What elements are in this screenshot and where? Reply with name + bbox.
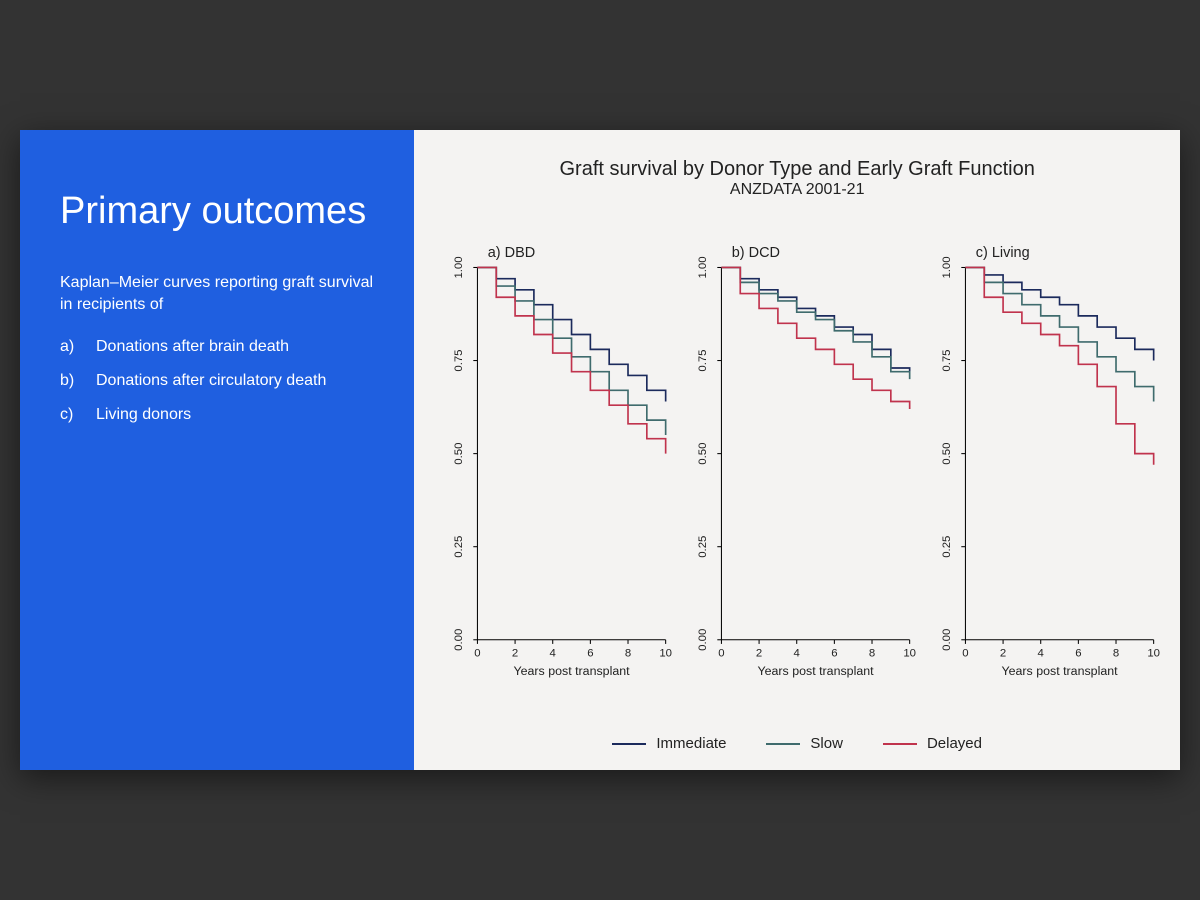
sidebar-item-marker: b) (60, 372, 78, 390)
svg-text:2: 2 (756, 647, 762, 659)
svg-text:1.00: 1.00 (697, 256, 709, 278)
svg-text:2: 2 (1000, 647, 1006, 659)
sidebar-item-a: a) Donations after brain death (60, 338, 378, 356)
svg-text:Years post transplant: Years post transplant (514, 664, 631, 678)
legend-item-slow: Slow (766, 735, 843, 752)
svg-text:0: 0 (475, 647, 481, 659)
legend-swatch-icon (883, 743, 917, 745)
svg-text:10: 10 (660, 647, 673, 659)
svg-text:0.00: 0.00 (941, 629, 953, 651)
svg-text:0.00: 0.00 (697, 629, 709, 651)
panel-dcd: b) DCD 0.00 0.25 0.50 0.75 1.00 0 2 4 6 8 10 Years p… (678, 205, 916, 725)
svg-text:6: 6 (1075, 647, 1081, 659)
svg-text:Years post transplant: Years post transplant (1002, 664, 1119, 678)
svg-text:0: 0 (719, 647, 725, 659)
svg-text:0.25: 0.25 (453, 536, 465, 558)
svg-text:0.50: 0.50 (941, 443, 953, 465)
svg-text:0.50: 0.50 (697, 443, 709, 465)
legend-label: Slow (810, 735, 843, 752)
svg-text:0.25: 0.25 (941, 536, 953, 558)
svg-text:10: 10 (1147, 647, 1160, 659)
series-delayed (722, 267, 910, 408)
series-delayed (478, 267, 666, 453)
svg-text:0.75: 0.75 (697, 349, 709, 371)
svg-text:b) DCD: b) DCD (732, 245, 780, 261)
chart-subtitle: ANZDATA 2001-21 (434, 181, 1160, 199)
sidebar-item-c: c) Living donors (60, 406, 378, 424)
legend-label: Immediate (656, 735, 726, 752)
svg-text:6: 6 (831, 647, 837, 659)
svg-text:8: 8 (625, 647, 631, 659)
sidebar-item-text: Donations after circulatory death (96, 372, 326, 390)
series-immediate (478, 267, 666, 401)
sidebar-title: Primary outcomes (60, 190, 378, 234)
svg-text:a) DBD: a) DBD (488, 245, 535, 261)
svg-text:0: 0 (962, 647, 968, 659)
sidebar: Primary outcomes Kaplan–Meier curves rep… (20, 130, 414, 770)
series-slow (722, 267, 910, 379)
svg-text:1.00: 1.00 (941, 256, 953, 278)
legend-label: Delayed (927, 735, 982, 752)
sidebar-item-marker: c) (60, 406, 78, 424)
svg-text:8: 8 (869, 647, 875, 659)
legend-swatch-icon (612, 743, 646, 745)
chart-area: Graft survival by Donor Type and Early G… (414, 130, 1180, 770)
survival-plot-dbd: a) DBD 0.00 0.25 0.50 0.75 1.00 0 2 4 6 8 10 Years p… (434, 205, 672, 725)
svg-text:0.75: 0.75 (453, 349, 465, 371)
survival-plot-living: c) Living 0.00 0.25 0.50 0.75 1.00 0 2 4 6 8 10 Year… (922, 205, 1160, 725)
legend-item-delayed: Delayed (883, 735, 982, 752)
svg-text:0.50: 0.50 (453, 443, 465, 465)
sidebar-item-marker: a) (60, 338, 78, 356)
svg-text:Years post transplant: Years post transplant (758, 664, 875, 678)
svg-text:8: 8 (1113, 647, 1119, 659)
survival-plot-dcd: b) DCD 0.00 0.25 0.50 0.75 1.00 0 2 4 6 8 10 Years p… (678, 205, 916, 725)
svg-text:4: 4 (1038, 647, 1044, 659)
legend-swatch-icon (766, 743, 800, 745)
svg-text:0.75: 0.75 (941, 349, 953, 371)
panel-living: c) Living 0.00 0.25 0.50 0.75 1.00 0 2 4 6 8 10 Year… (922, 205, 1160, 725)
sidebar-item-text: Donations after brain death (96, 338, 289, 356)
sidebar-item-b: b) Donations after circulatory death (60, 372, 378, 390)
chart-title: Graft survival by Donor Type and Early G… (434, 158, 1160, 181)
sidebar-list: a) Donations after brain death b) Donati… (60, 338, 378, 440)
legend-item-immediate: Immediate (612, 735, 726, 752)
series-slow (478, 267, 666, 435)
svg-text:10: 10 (904, 647, 917, 659)
slide: Primary outcomes Kaplan–Meier curves rep… (20, 130, 1180, 770)
svg-text:6: 6 (588, 647, 594, 659)
sidebar-intro: Kaplan–Meier curves reporting graft surv… (60, 272, 378, 317)
panel-dbd: a) DBD 0.00 0.25 0.50 0.75 1.00 0 2 4 6 8 10 Years p… (434, 205, 672, 725)
svg-text:0.00: 0.00 (453, 629, 465, 651)
svg-text:1.00: 1.00 (453, 256, 465, 278)
series-immediate (966, 267, 1154, 360)
chart-legend: Immediate Slow Delayed (434, 725, 1160, 752)
svg-text:4: 4 (794, 647, 800, 659)
svg-text:2: 2 (512, 647, 518, 659)
chart-panels: a) DBD 0.00 0.25 0.50 0.75 1.00 0 2 4 6 8 10 Years p… (434, 205, 1160, 725)
svg-text:0.25: 0.25 (697, 536, 709, 558)
svg-text:4: 4 (550, 647, 556, 659)
svg-text:c) Living: c) Living (976, 245, 1030, 261)
sidebar-item-text: Living donors (96, 406, 191, 424)
